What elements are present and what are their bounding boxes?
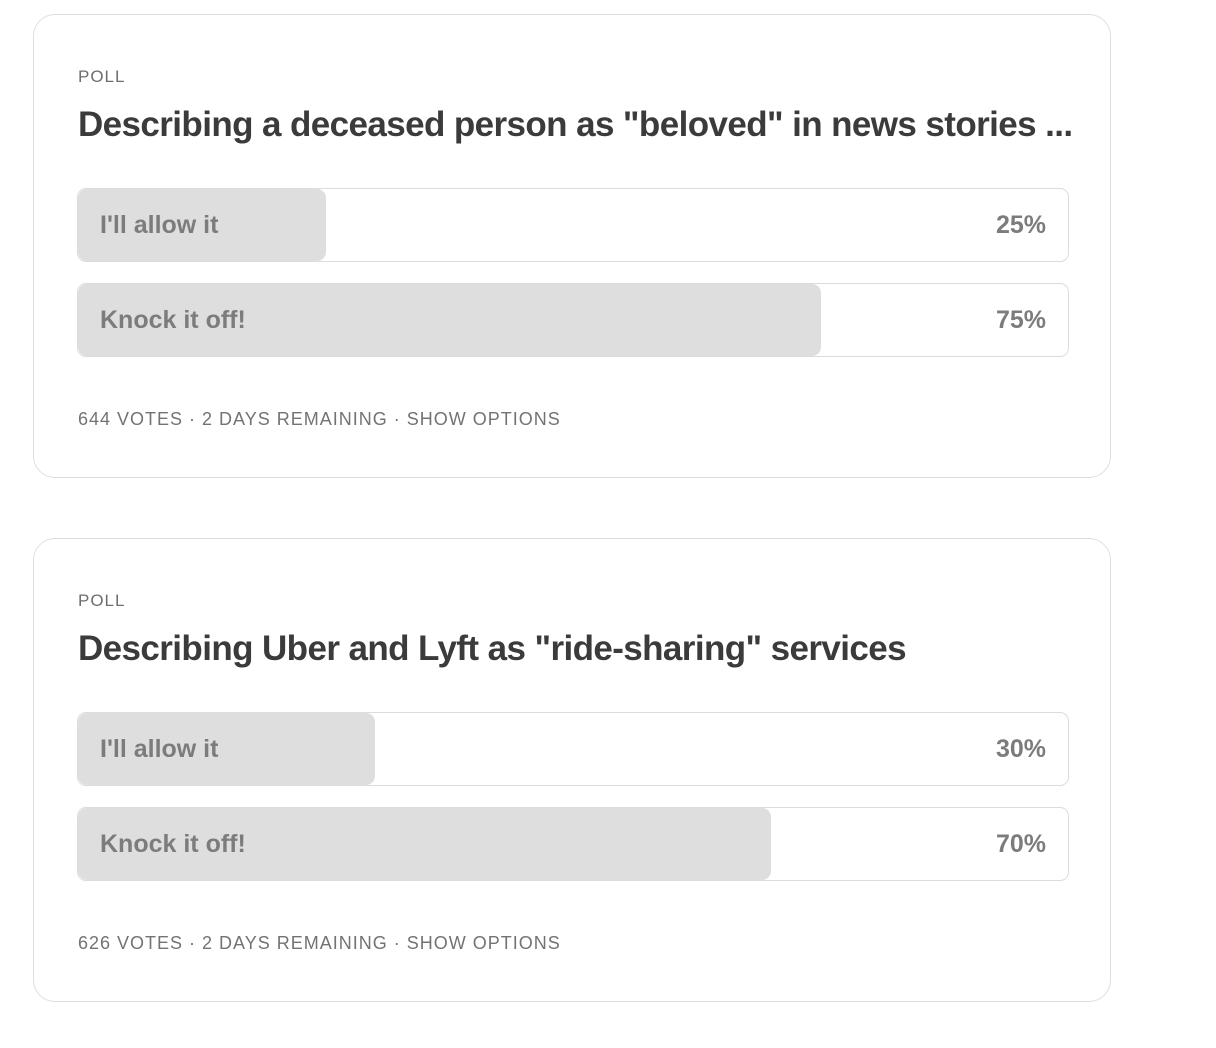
poll-option-knock-it-off[interactable]: Knock it off! 75% — [77, 283, 1069, 357]
footer-separator: · — [387, 933, 407, 953]
option-result-bar — [78, 284, 821, 356]
option-result-bar — [78, 189, 326, 261]
show-options-link[interactable]: SHOW OPTIONS — [406, 933, 561, 953]
poll-kicker: POLL — [78, 591, 126, 610]
poll-card: POLL Describing a deceased person as "be… — [33, 14, 1111, 478]
poll-kicker: POLL — [78, 67, 126, 86]
poll-card: POLL Describing Uber and Lyft as "ride-s… — [33, 538, 1111, 1002]
vote-count: 626 VOTES — [78, 933, 184, 953]
option-percent: 25% — [995, 211, 1046, 239]
option-percent: 75% — [995, 306, 1046, 334]
option-result-bar — [78, 808, 771, 880]
option-result-bar — [78, 713, 375, 785]
poll-question: Describing Uber and Lyft as "ride-sharin… — [78, 629, 907, 668]
poll-option-knock-it-off[interactable]: Knock it off! 70% — [77, 807, 1069, 881]
option-label: Knock it off! — [100, 830, 246, 858]
poll-option-allow[interactable]: I'll allow it 25% — [77, 188, 1069, 262]
poll-option-allow[interactable]: I'll allow it 30% — [77, 712, 1069, 786]
footer-separator: · — [183, 409, 203, 429]
poll-question: Describing a deceased person as "beloved… — [78, 105, 1073, 144]
show-options-link[interactable]: SHOW OPTIONS — [406, 409, 561, 429]
poll-footer: 644 VOTES · 2 DAYS REMAINING · SHOW OPTI… — [78, 408, 561, 430]
footer-separator: · — [387, 409, 407, 429]
time-remaining: 2 DAYS REMAINING — [202, 409, 388, 429]
option-label: I'll allow it — [100, 735, 219, 763]
time-remaining: 2 DAYS REMAINING — [202, 933, 388, 953]
vote-count: 644 VOTES — [78, 409, 184, 429]
option-label: Knock it off! — [100, 306, 246, 334]
option-percent: 70% — [995, 830, 1046, 858]
poll-footer: 626 VOTES · 2 DAYS REMAINING · SHOW OPTI… — [78, 932, 561, 954]
option-percent: 30% — [995, 735, 1046, 763]
footer-separator: · — [183, 933, 203, 953]
option-label: I'll allow it — [100, 211, 219, 239]
